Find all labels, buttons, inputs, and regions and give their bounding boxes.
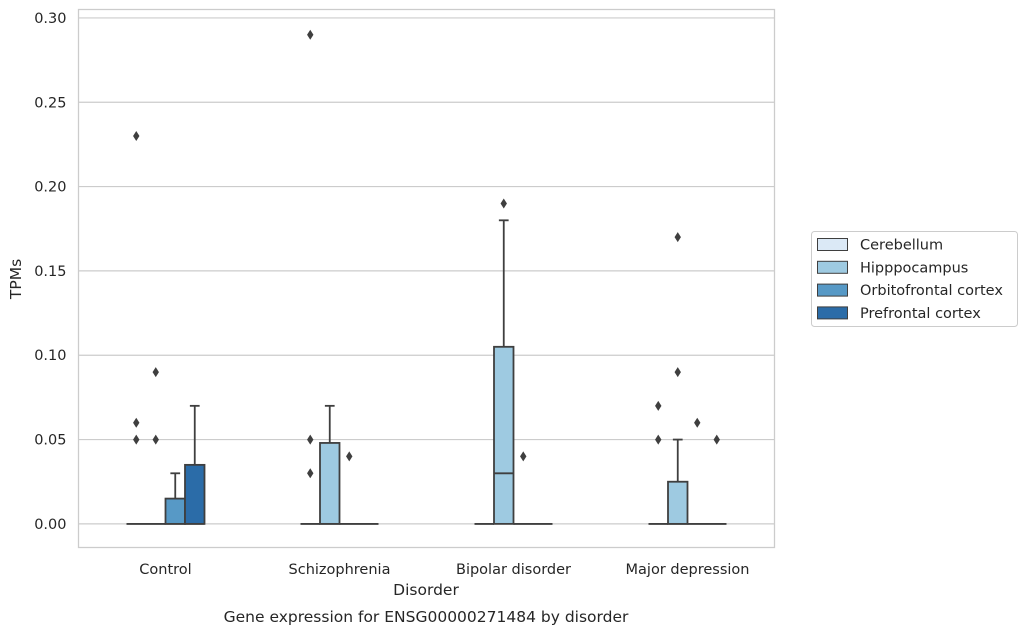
outlier-point bbox=[152, 434, 159, 445]
x-tick-label: Control bbox=[139, 562, 191, 578]
x-tick-label: Schizophrenia bbox=[289, 562, 391, 578]
outlier-point bbox=[500, 198, 507, 209]
y-tick-label: 0.20 bbox=[34, 180, 66, 196]
box-group bbox=[339, 451, 359, 525]
outlier-point bbox=[655, 400, 662, 411]
outlier-point bbox=[307, 434, 314, 445]
x-axis-ticks: Control Schizophrenia Bipolar disorder Majo… bbox=[139, 562, 749, 578]
outlier-point bbox=[307, 468, 314, 479]
outlier-point bbox=[346, 451, 353, 462]
box-group bbox=[648, 400, 668, 525]
box-group bbox=[493, 198, 515, 525]
outlier-point bbox=[694, 417, 701, 428]
outlier-point bbox=[520, 451, 527, 462]
y-tick-label: 0.10 bbox=[34, 348, 66, 364]
box-group bbox=[687, 417, 707, 525]
outlier-point bbox=[133, 417, 140, 428]
box-group bbox=[184, 404, 206, 525]
box bbox=[319, 442, 341, 525]
box bbox=[667, 480, 689, 525]
boxes bbox=[126, 29, 727, 525]
box-group bbox=[146, 367, 166, 525]
y-tick-label: 0.15 bbox=[34, 264, 66, 280]
y-tick-label: 0.25 bbox=[34, 95, 66, 111]
box-group bbox=[707, 434, 727, 525]
outlier-point bbox=[713, 434, 720, 445]
legend-frame bbox=[811, 231, 1018, 327]
y-tick-label: 0.05 bbox=[34, 433, 66, 449]
legend-swatch bbox=[817, 283, 848, 297]
legend-swatch bbox=[817, 306, 848, 320]
outlier-point bbox=[307, 29, 314, 40]
box bbox=[184, 463, 206, 525]
outlier-point bbox=[655, 434, 662, 445]
outlier-point bbox=[133, 130, 140, 141]
y-axis-ticks: 0.00 0.05 0.10 0.15 0.20 0.25 0.30 bbox=[34, 11, 66, 533]
outlier-point bbox=[133, 434, 140, 445]
box-group bbox=[164, 472, 186, 525]
box-group bbox=[126, 130, 146, 525]
x-tick-label: Major depression bbox=[626, 562, 750, 578]
box bbox=[164, 497, 186, 525]
y-tick-label: 0.30 bbox=[34, 11, 66, 27]
box-group bbox=[319, 404, 341, 525]
outlier-point bbox=[674, 367, 681, 378]
legend-label: Orbitofrontal cortex bbox=[860, 283, 1003, 299]
gridlines bbox=[78, 17, 775, 525]
y-axis-label: TPMs bbox=[7, 259, 25, 300]
legend-items: Cerebellum Hipppocampus Orbitofrontal cort… bbox=[817, 238, 1003, 322]
x-tick-label: Bipolar disorder bbox=[456, 562, 571, 578]
box bbox=[493, 345, 515, 525]
legend-label: Hipppocampus bbox=[860, 260, 968, 276]
box-group bbox=[300, 29, 320, 525]
box-group bbox=[513, 451, 533, 525]
legend-label: Prefrontal cortex bbox=[860, 306, 981, 322]
outlier-point bbox=[674, 232, 681, 243]
plot-area-frame bbox=[77, 8, 776, 549]
y-tick-label: 0.00 bbox=[34, 517, 66, 533]
legend-swatch bbox=[817, 260, 848, 274]
legend-swatch bbox=[817, 238, 848, 251]
x-axis-label: Disorder bbox=[393, 581, 459, 599]
chart-caption: Gene expression for ENSG00000271484 by d… bbox=[224, 608, 629, 626]
legend-label: Cerebellum bbox=[860, 238, 943, 254]
box-group bbox=[667, 232, 689, 525]
outlier-point bbox=[152, 367, 159, 378]
legend: Cerebellum Hipppocampus Orbitofrontal cort… bbox=[811, 231, 1018, 327]
